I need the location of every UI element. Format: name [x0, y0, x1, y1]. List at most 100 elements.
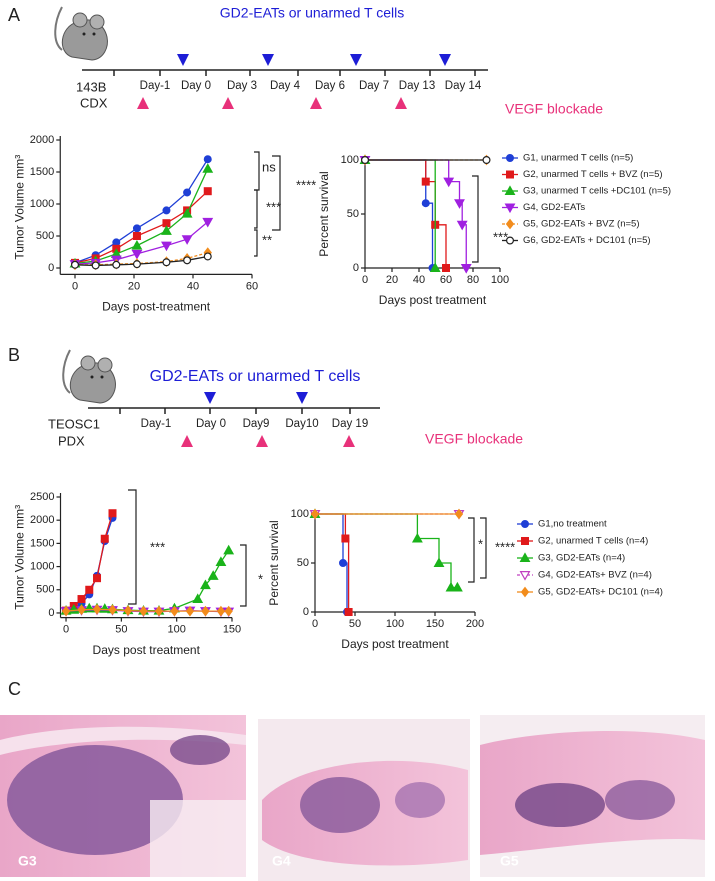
- treatment-label: GD2-EATs or unarmed T cells: [150, 368, 361, 385]
- significance-bracket: [254, 189, 258, 229]
- treatment-arrow: [439, 54, 451, 66]
- x-tick-label: 150: [223, 624, 241, 636]
- y-tick-label: 100: [341, 154, 359, 166]
- x-tick-label: 80: [467, 274, 479, 286]
- data-point: [203, 187, 212, 196]
- y-tick-label: 0: [48, 262, 54, 274]
- blockade-arrow: [222, 97, 234, 109]
- legend-entry: G2, unarmed T cells (n=4): [538, 536, 648, 547]
- day-label: Day-1: [140, 80, 171, 92]
- data-point: [344, 607, 353, 616]
- data-point: [216, 605, 226, 617]
- significance-bracket: [254, 151, 260, 191]
- y-tick-label: 500: [36, 584, 54, 596]
- image-label: G3: [18, 853, 37, 869]
- data-point: [139, 605, 148, 617]
- x-axis-label: Days post-treatment: [102, 300, 211, 314]
- data-point: [460, 264, 472, 274]
- model-label: CDX: [80, 95, 108, 110]
- data-point: [100, 534, 109, 543]
- day-label: Day 13: [399, 80, 435, 92]
- blockade-arrow: [256, 435, 268, 447]
- treatment-arrow: [177, 54, 189, 66]
- mouse-icon: [54, 6, 109, 61]
- significance-label: ***: [266, 199, 281, 214]
- data-point: [162, 258, 171, 267]
- image-label: G5: [500, 853, 519, 869]
- data-point: [108, 604, 117, 616]
- significance-bracket: [468, 517, 475, 583]
- x-tick-label: 0: [72, 280, 78, 292]
- legend-marker: [519, 552, 531, 563]
- blockade-arrow: [137, 97, 149, 109]
- treatment-arrow: [296, 392, 308, 404]
- x-tick-label: 60: [246, 280, 258, 292]
- x-axis-label: Days post treatment: [379, 293, 487, 307]
- histology-image: [480, 715, 705, 877]
- data-point: [207, 570, 219, 580]
- significance-label: ***: [150, 539, 165, 554]
- data-point: [154, 605, 164, 617]
- data-point: [132, 260, 141, 269]
- data-point: [445, 581, 457, 592]
- data-point: [361, 156, 370, 165]
- image-label: G4: [272, 853, 291, 869]
- y-tick-label: 2000: [30, 514, 54, 526]
- x-tick-label: 50: [115, 624, 127, 636]
- significance-bracket: [272, 155, 281, 231]
- data-point: [421, 199, 430, 208]
- data-point: [442, 264, 451, 273]
- blockade-arrow: [343, 435, 355, 447]
- treatment-arrow: [204, 392, 216, 404]
- data-point: [433, 557, 445, 568]
- data-point: [341, 534, 350, 543]
- x-tick-label: 0: [312, 618, 318, 630]
- y-tick-label: 2000: [30, 134, 54, 146]
- legend-marker: [520, 586, 530, 598]
- legend-marker: [506, 154, 515, 163]
- data-point: [411, 532, 423, 543]
- day-label: Day10: [285, 418, 318, 430]
- blockade-label: VEGF blockade: [425, 431, 523, 447]
- data-point: [456, 220, 468, 231]
- data-point: [131, 239, 143, 250]
- data-point: [131, 249, 143, 260]
- panel-label: C: [8, 679, 21, 699]
- x-tick-label: 60: [440, 274, 452, 286]
- day-label: Day 14: [445, 80, 482, 92]
- legend-entry: G5, GD2-EATs + BVZ (n=5): [523, 219, 640, 230]
- data-point: [61, 605, 71, 617]
- data-point: [200, 579, 211, 590]
- y-tick-label: 1500: [30, 166, 54, 178]
- data-point: [223, 544, 235, 555]
- significance-label: *: [258, 571, 263, 586]
- x-tick-label: 0: [63, 624, 69, 636]
- day-label: Day-1: [141, 418, 172, 430]
- significance-bracket: [240, 544, 247, 607]
- y-axis-label: Tumor Volume mm³: [12, 155, 26, 260]
- y-axis-label: Percent survival: [317, 171, 331, 256]
- blockade-arrow: [310, 97, 322, 109]
- data-point: [429, 262, 441, 272]
- y-tick-label: 1000: [30, 198, 54, 210]
- treatment-arrow: [262, 54, 274, 66]
- x-tick-label: 0: [362, 274, 368, 286]
- series-line: [365, 159, 447, 268]
- y-tick-label: 50: [297, 557, 309, 569]
- x-tick-label: 40: [413, 274, 425, 286]
- y-tick-label: 50: [347, 208, 359, 220]
- data-point: [123, 605, 133, 617]
- blockade-arrow: [395, 97, 407, 109]
- data-point: [203, 252, 212, 261]
- panel-label: A: [8, 5, 20, 25]
- data-point: [132, 232, 141, 241]
- data-point: [451, 581, 463, 592]
- histology-image: [258, 719, 470, 881]
- legend-marker: [506, 170, 515, 179]
- data-point: [77, 595, 86, 604]
- x-tick-label: 200: [466, 618, 484, 630]
- series-line: [365, 159, 467, 268]
- x-tick-label: 100: [167, 624, 185, 636]
- significance-bracket: [128, 489, 137, 605]
- data-point: [170, 605, 179, 617]
